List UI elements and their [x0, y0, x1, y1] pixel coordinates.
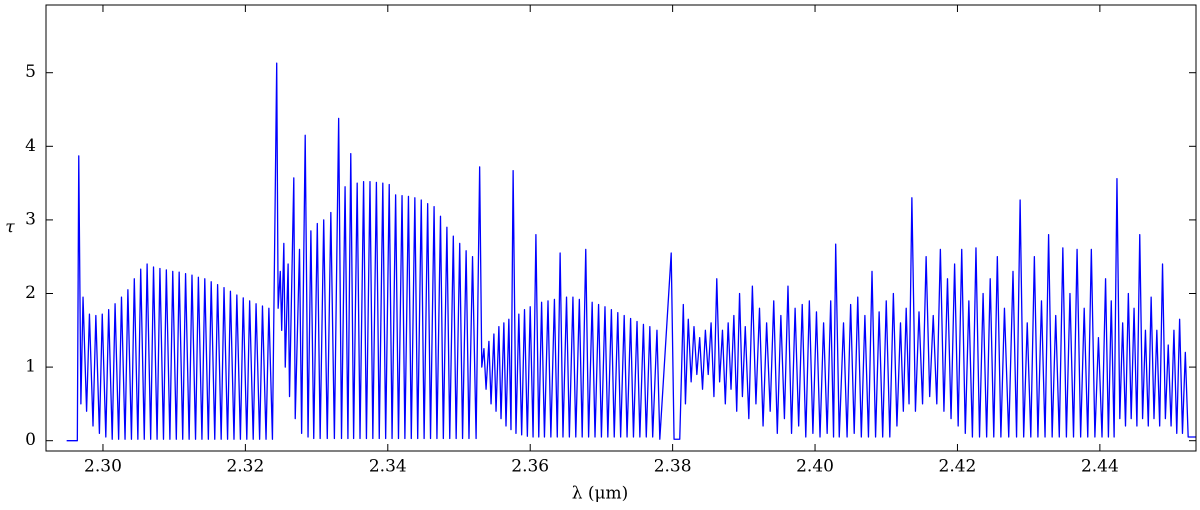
x-axis-label: λ (μm)	[572, 484, 629, 504]
x-tick-label: 2.30	[84, 457, 122, 477]
plot-area	[66, 62, 1196, 442]
x-tick-label: 2.36	[511, 457, 549, 477]
x-tick-label: 2.44	[1081, 457, 1119, 477]
y-tick-label: 3	[25, 209, 36, 229]
x-tick-label: 2.42	[939, 457, 977, 477]
x-tick-label: 2.32	[226, 457, 264, 477]
y-tick-label: 2	[25, 283, 36, 303]
y-tick-label: 5	[25, 62, 36, 82]
y-tick-label: 4	[25, 136, 36, 156]
x-tick-label: 2.38	[654, 457, 692, 477]
x-tick-label: 2.34	[369, 457, 407, 477]
y-tick-label: 1	[25, 357, 36, 377]
spectrum-line	[66, 62, 1196, 442]
y-axis-label: τ	[5, 218, 15, 238]
axes-frame	[45, 4, 1197, 452]
y-tick-label: 0	[25, 430, 36, 450]
x-tick-label: 2.40	[796, 457, 834, 477]
